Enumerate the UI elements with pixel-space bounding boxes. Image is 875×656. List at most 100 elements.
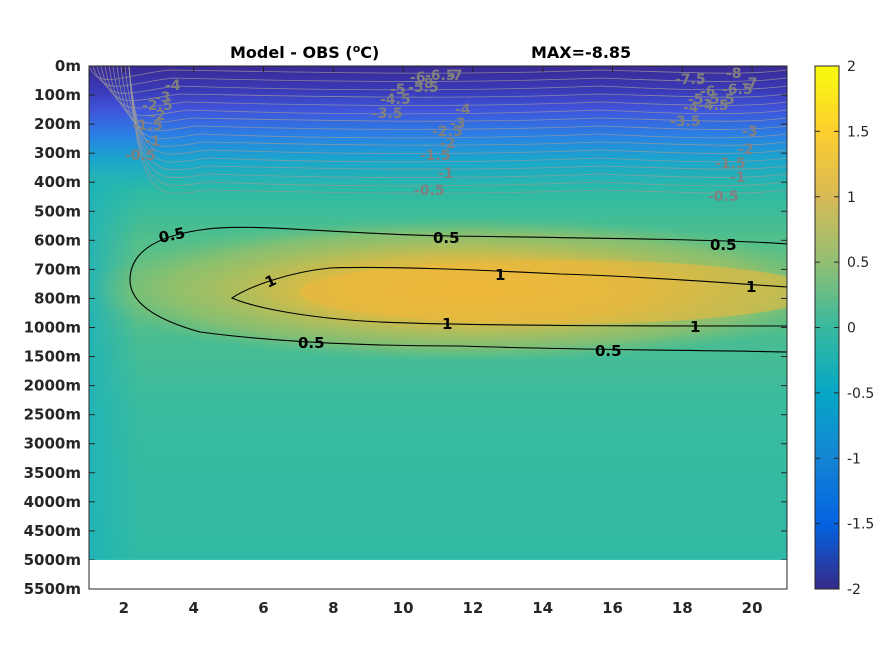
contour-label: -3.5: [670, 114, 701, 130]
contour-label: -6.5: [425, 68, 456, 84]
contour-label: -3: [155, 90, 171, 106]
colorbar-tick-label: 1: [847, 190, 856, 206]
contour-label: -2.5: [432, 124, 463, 140]
y-axis: 0m 100m 200m 300m 400m 500m 600m 700m 800m 1000m 1…: [24, 57, 787, 598]
colorbar-tick-label: -1: [847, 451, 861, 467]
x-tick-label: 4: [188, 599, 198, 617]
y-tick-label: 700m: [34, 260, 81, 278]
contour-label: -5.5: [408, 80, 439, 96]
contour-label: -0.5: [414, 183, 445, 199]
y-tick-label: 500m: [34, 202, 81, 220]
gray-contour: [112, 66, 787, 124]
contour-label: -3: [450, 116, 466, 132]
contour-label: -1: [145, 134, 161, 150]
x-tick-label: 10: [393, 599, 414, 617]
contour-label: -2: [738, 142, 754, 158]
colorbar-tick-label: -0.5: [847, 386, 874, 402]
x-tick-label: 16: [602, 599, 623, 617]
black-contour-labels: 0.5 0.5 0.5 0.5 0.5 1 1 1 1 1: [157, 224, 756, 360]
x-tick-label: 20: [742, 599, 763, 617]
y-tick-label: 600m: [34, 231, 81, 249]
gray-contour: [128, 66, 787, 155]
x-tick-label: 14: [532, 599, 553, 617]
contour-label: -1: [438, 166, 454, 182]
colorbar-tick-label: 2: [847, 59, 856, 75]
contour-label: -4.5: [380, 92, 411, 108]
colorbar-tick-label: 0: [847, 321, 856, 337]
colorbar-tick-label: 1.5: [847, 124, 869, 140]
y-tick-label: 5000m: [24, 551, 81, 569]
x-tick-label: 2: [119, 599, 129, 617]
gray-contour-lines: [89, 66, 787, 194]
y-tick-label: 2500m: [24, 406, 81, 424]
contour-label: 0.5: [710, 236, 737, 254]
y-tick-label: 300m: [34, 144, 81, 162]
contour-label: 0.5: [157, 224, 187, 247]
contour-label: -8: [418, 76, 434, 92]
y-tick-label: 4500m: [24, 522, 81, 540]
gray-contour: [116, 66, 787, 132]
gray-contour: [100, 66, 787, 102]
contour-label: -1.5: [132, 118, 163, 134]
contour-label: 0.5: [595, 342, 622, 360]
contour-label: -5: [688, 92, 704, 108]
chart-max-annotation: MAX=-8.85: [531, 43, 631, 62]
colorbar-axis: 2 1.5 1 0.5 0 -0.5 -1 -1.5 -2: [815, 59, 874, 598]
contour-label: 0.5: [433, 229, 460, 247]
contour-label: 1: [495, 266, 505, 284]
y-tick-label: 2000m: [24, 377, 81, 395]
colorbar-tick-label: -1.5: [847, 517, 874, 533]
colorbar-tick-label: 0.5: [847, 255, 869, 271]
chart-title: Model - OBS (oC): [230, 42, 379, 62]
x-tick-label: 12: [462, 599, 483, 617]
contour-label: 1: [690, 318, 700, 336]
contour-label: -6: [410, 70, 426, 86]
contour-label: -2: [150, 108, 166, 124]
contour-label: -8: [726, 66, 742, 82]
warm-core-inner: [300, 260, 787, 324]
contour-label: -2.5: [142, 98, 173, 114]
y-tick-label: 5500m: [24, 580, 81, 598]
gray-contour: [124, 66, 787, 147]
contour-label: -1.5: [715, 156, 746, 172]
x-tick-label: 18: [672, 599, 693, 617]
gray-contour: [96, 66, 787, 94]
contour-label: -6.5: [722, 82, 753, 98]
gray-contour: [92, 66, 787, 87]
contour-label: -7.5: [675, 72, 706, 88]
y-tick-label: 3500m: [24, 464, 81, 482]
y-tick-label: 4000m: [24, 493, 81, 511]
contour-label: -0.5: [125, 148, 156, 164]
gray-contour: [128, 66, 787, 187]
colorbar-tick-label: -2: [847, 582, 861, 598]
contour-label: -5.5: [704, 92, 735, 108]
y-tick-label: 1500m: [24, 348, 81, 366]
gray-contour: [128, 66, 787, 179]
y-tick-label: 3000m: [24, 435, 81, 453]
contour-label: -3: [742, 124, 758, 140]
y-tick-label: 100m: [34, 86, 81, 104]
gray-contour-labels: -4 -3 -2.5 -2 -1.5 -1 -0.5 -6 -6.5 -7 -5…: [125, 66, 758, 205]
x-tick-label: 6: [258, 599, 268, 617]
gray-contour: [128, 66, 787, 194]
gray-contour: [120, 66, 787, 140]
y-tick-label: 1000m: [24, 319, 81, 337]
heatmap-field: [89, 66, 787, 561]
y-tick-label: 200m: [34, 115, 81, 133]
contour-label: 0.5: [298, 334, 325, 352]
contour-label: -1: [730, 170, 746, 186]
contour-label: -4: [455, 102, 471, 118]
contour-label: -0.5: [708, 189, 739, 205]
gray-contour: [108, 66, 787, 116]
contour-label: -4: [683, 100, 699, 116]
no-data-region: [89, 559, 787, 589]
contour-label: -1.5: [420, 148, 451, 164]
contour-label: -4.5: [698, 98, 729, 114]
contour-label: -6: [700, 84, 716, 100]
gray-contour: [89, 66, 787, 80]
y-tick-label: 800m: [34, 289, 81, 307]
y-tick-label: 0m: [55, 57, 81, 75]
contour-label: -5: [390, 82, 406, 98]
contour-label: -4: [165, 78, 181, 94]
